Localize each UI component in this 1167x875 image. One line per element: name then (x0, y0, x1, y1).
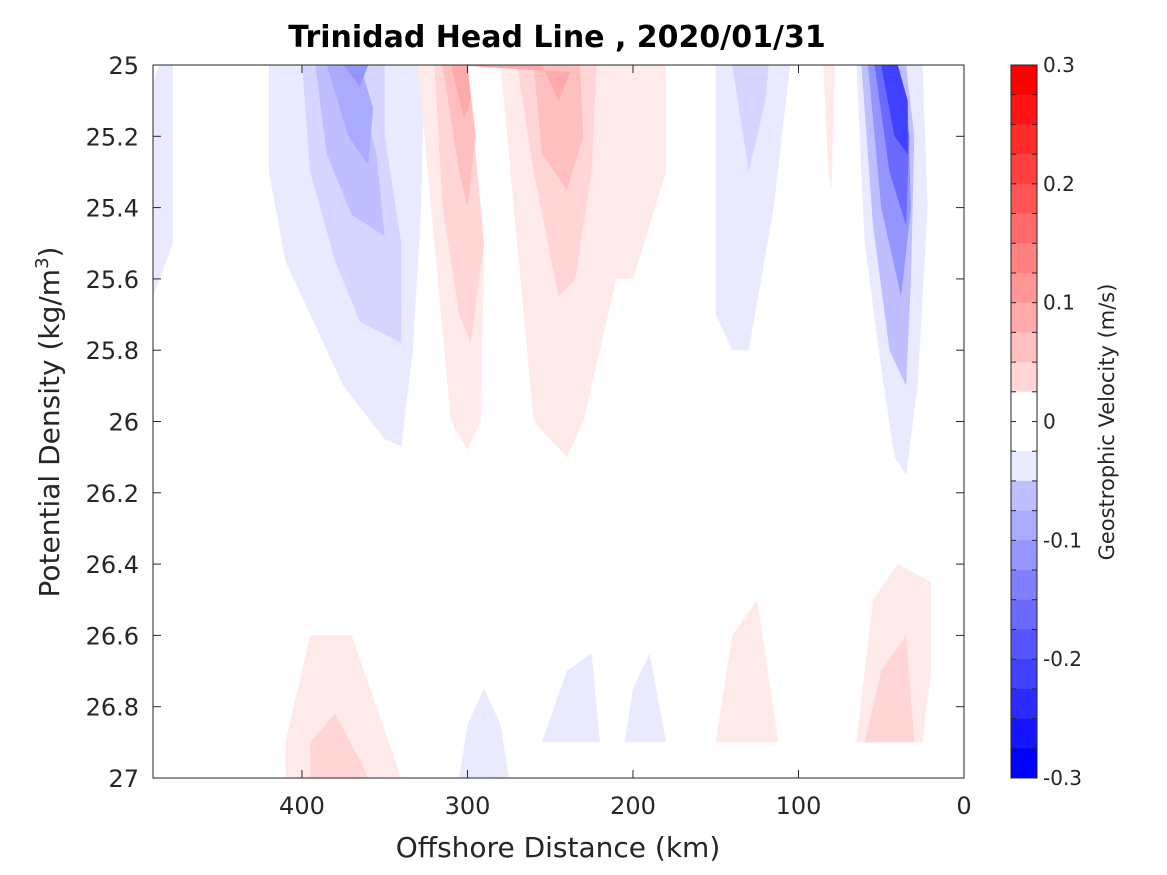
y-axis-label: Potential Density (kg/m3) (32, 247, 66, 598)
contour-region-positive-25 (864, 635, 915, 743)
colorbar-swatch (1011, 362, 1037, 393)
colorbar-tick-label: 0.1 (1043, 291, 1075, 315)
colorbar-swatch (1011, 272, 1037, 304)
colorbar-swatch (1011, 65, 1037, 96)
y-tick-label: 26.8 (86, 694, 139, 722)
contour-region-negative-10 (715, 65, 791, 351)
contour-region-positive-9 (450, 65, 571, 119)
y-tick-label: 27 (108, 765, 139, 793)
contour-region-negative-21 (541, 653, 600, 743)
colorbar-swatch (1011, 510, 1037, 541)
colorbar: 0.3 0.2 0.1 0 -0.1 -0.2 -0.3 (1010, 53, 1082, 790)
colorbar-label: Geostrophic Velocity (m/s) (1095, 284, 1119, 561)
y-tick-label: 26.6 (86, 622, 139, 650)
colorbar-swatch (1011, 302, 1037, 333)
y-tick-label: 25.6 (86, 266, 139, 294)
x-axis-label: Offshore Distance (km) (396, 831, 721, 864)
colorbar-swatch (1011, 451, 1037, 482)
colorbar-swatch (1011, 748, 1037, 779)
x-tick-label: 100 (776, 792, 822, 820)
contour-region-negative-11 (732, 65, 769, 172)
colorbar-tick-label: -0.3 (1043, 766, 1082, 790)
colorbar-swatch (1011, 480, 1037, 512)
contour-region-negative-0 (153, 65, 173, 297)
contour-region-positive-12 (823, 65, 835, 190)
colorbar-swatch (1011, 391, 1037, 422)
y-tick-label: 26.2 (86, 480, 139, 508)
colorbar-swatch (1011, 421, 1037, 452)
contour-fills (153, 65, 931, 778)
colorbar-swatch (1011, 659, 1037, 690)
y-axis: 25 25.2 25.4 25.6 25.8 26 26.2 26.4 26.6 26.8 27 (86, 52, 964, 793)
colorbar-tick-label: 0.2 (1043, 172, 1075, 196)
y-tick-label: 26 (108, 409, 139, 437)
colorbar-swatch (1011, 629, 1037, 660)
y-tick-label: 26.4 (86, 551, 139, 579)
colorbar-swatch (1011, 213, 1037, 244)
y-tick-label: 25.8 (86, 337, 139, 365)
contour-region-positive-19 (310, 713, 369, 778)
colorbar-swatch (1011, 540, 1037, 571)
contour-region-negative-5 (343, 65, 369, 87)
contour-region-positive-23 (715, 599, 779, 743)
y-tick-label: 25.2 (86, 123, 139, 151)
x-axis: 400 300 200 100 0 (279, 65, 972, 820)
contour-region-negative-22 (624, 653, 667, 743)
contour-region-negative-4 (326, 65, 374, 165)
chart-title: Trinidad Head Line , 2020/01/31 (288, 20, 825, 55)
x-tick-label: 300 (445, 792, 491, 820)
contour-region-negative-17 (881, 65, 908, 155)
colorbar-frame (1010, 64, 1038, 779)
colorbar-swatch (1011, 332, 1037, 363)
x-tick-label: 400 (279, 792, 325, 820)
colorbar-swatch (1011, 570, 1037, 601)
contour-region-positive-6 (417, 65, 667, 458)
x-tick-label: 200 (610, 792, 656, 820)
y-tick-label: 25 (108, 52, 139, 80)
y-tick-label: 25.4 (86, 195, 139, 223)
colorbar-swatch (1011, 94, 1037, 125)
colorbar-swatch (1011, 688, 1037, 719)
colorbar-tick-label: -0.1 (1043, 528, 1082, 552)
colorbar-tick-label: 0 (1043, 410, 1056, 434)
x-tick-label: 0 (956, 792, 971, 820)
colorbar-swatch (1011, 599, 1037, 630)
contour-region-positive-8 (442, 65, 584, 208)
colorbar-tick-label: 0.3 (1043, 53, 1075, 77)
colorbar-swatch (1011, 124, 1037, 155)
colorbar-swatch (1011, 243, 1037, 274)
colorbar-swatch (1011, 183, 1037, 214)
colorbar-swatch (1011, 718, 1037, 749)
colorbar-swatch (1011, 154, 1037, 185)
contour-region-negative-20 (459, 688, 509, 778)
contour-region-negative-3 (315, 65, 385, 237)
colorbar-tick-label: -0.2 (1043, 647, 1082, 671)
